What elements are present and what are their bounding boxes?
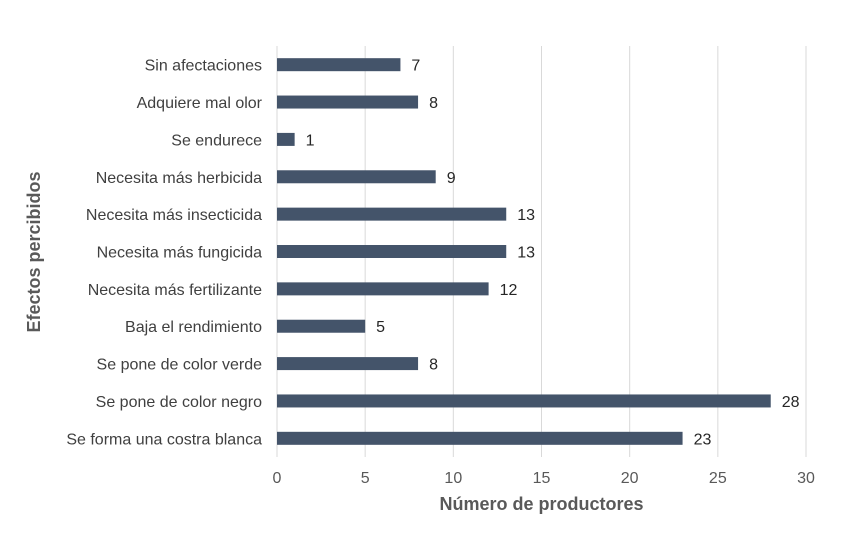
bar <box>277 170 436 184</box>
bar <box>277 95 419 109</box>
bar <box>277 357 419 371</box>
value-label: 13 <box>517 207 535 224</box>
value-label: 9 <box>447 170 456 187</box>
bars <box>277 58 771 445</box>
value-label: 23 <box>694 431 712 448</box>
category-label: Se forma una costra blanca <box>66 431 262 448</box>
x-tick-label: 5 <box>361 470 370 487</box>
x-tick-label: 20 <box>621 470 639 487</box>
value-label: 1 <box>306 132 315 149</box>
bar <box>277 245 507 258</box>
gridlines <box>276 46 807 457</box>
value-label: 8 <box>429 357 438 374</box>
value-label: 7 <box>411 58 420 75</box>
y-axis-title: Efectos percibidos <box>24 171 44 332</box>
category-label: Baja el rendimiento <box>125 319 262 336</box>
x-axis-title: Número de productores <box>439 494 643 514</box>
value-label: 5 <box>376 319 385 336</box>
bar <box>277 132 295 146</box>
category-label: Necesita más fertilizante <box>88 282 262 299</box>
x-tick-label: 10 <box>444 470 462 487</box>
x-tick-label: 0 <box>273 470 282 487</box>
bar <box>277 394 771 408</box>
category-label: Necesita más insecticida <box>86 207 262 224</box>
category-label: Necesita más fungicida <box>97 245 263 262</box>
category-label: Se endurece <box>171 132 262 149</box>
bar <box>277 431 683 445</box>
x-tick-labels: 0 5 10 15 20 25 30 <box>273 470 815 487</box>
category-label: Se pone de color verde <box>97 357 263 374</box>
bar <box>277 282 489 296</box>
category-label: Se pone de color negro <box>96 394 262 411</box>
category-labels: Sin afectaciones Adquiere mal olor Se endu… <box>66 58 262 449</box>
category-label: Necesita más herbicida <box>96 170 262 187</box>
value-label: 28 <box>782 394 800 411</box>
value-label: 8 <box>429 95 438 112</box>
value-label: 12 <box>500 282 518 299</box>
bar <box>277 58 401 72</box>
value-label: 13 <box>517 245 535 262</box>
x-tick-label: 15 <box>533 470 551 487</box>
bar <box>277 319 366 333</box>
x-tick-label: 25 <box>709 470 727 487</box>
category-label: Adquiere mal olor <box>137 95 263 112</box>
bar <box>277 207 507 221</box>
x-tick-label: 30 <box>797 470 815 487</box>
value-labels: 7 8 1 9 13 13 12 5 8 28 23 <box>306 58 800 449</box>
category-label: Sin afectaciones <box>145 58 262 75</box>
